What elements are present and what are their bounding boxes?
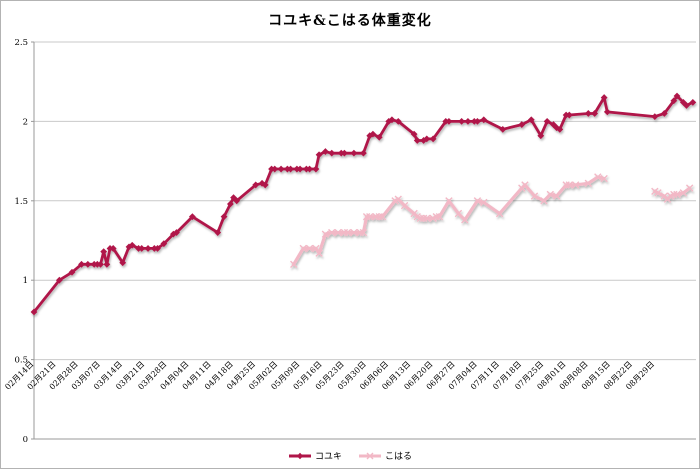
svg-text:2: 2 — [23, 117, 28, 127]
series-line-koharu — [290, 173, 694, 269]
series-line-koyuki — [30, 92, 697, 316]
axes — [33, 42, 696, 440]
legend-label-koharu: こはる — [385, 452, 413, 462]
svg-text:1.5: 1.5 — [14, 197, 28, 207]
koharu-line-swatch — [359, 452, 381, 459]
y-axis-labels: 0 0.5 1 1.5 2 2.5 — [14, 38, 34, 445]
legend-item-koyuki: コユキ — [288, 449, 342, 462]
legend-label-koyuki: コユキ — [314, 452, 342, 462]
svg-text:2.5: 2.5 — [14, 38, 28, 48]
koyuki-line-swatch — [288, 452, 311, 459]
svg-text:1: 1 — [23, 276, 28, 286]
svg-text:0: 0 — [23, 435, 28, 445]
x-axis-labels: 02月14日02月21日02月28日03月07日03月14日03月21日03月2… — [3, 360, 656, 392]
gridlines — [34, 41, 696, 361]
legend-item-koharu: こはる — [358, 449, 412, 462]
svg-text:0.5: 0.5 — [14, 356, 28, 366]
chart-title: コユキ&こはる体重変化 — [268, 13, 432, 29]
legend: コユキ こはる — [1, 449, 699, 462]
